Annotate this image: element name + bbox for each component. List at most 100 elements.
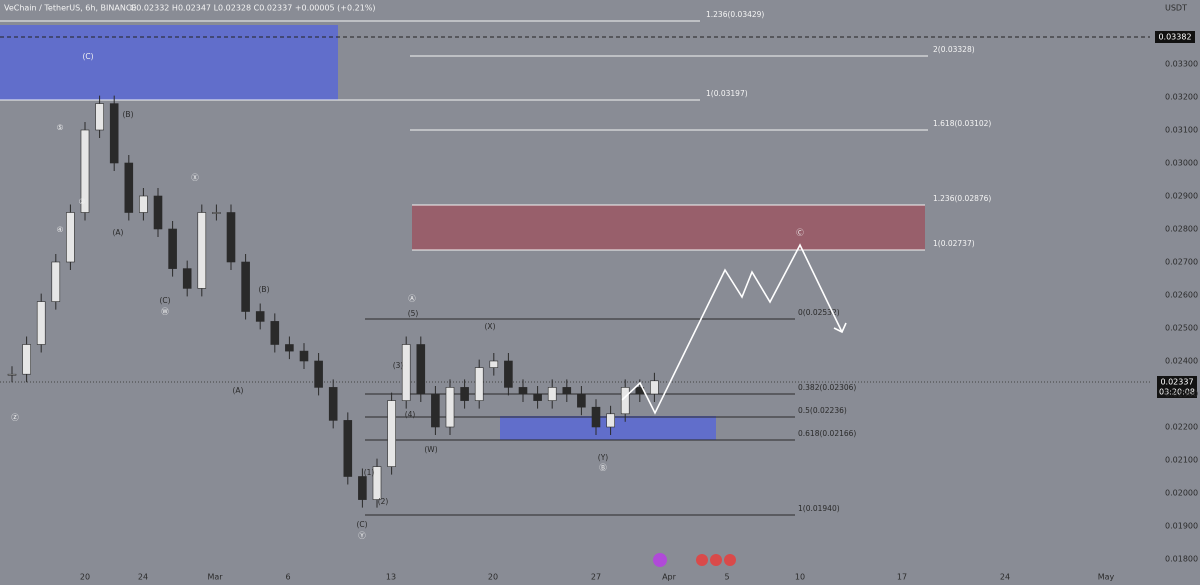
wave-label: ④ xyxy=(57,225,64,234)
fib-label: 1.618(0.03102) xyxy=(933,119,991,128)
candle xyxy=(387,400,396,467)
wave-label: (B) xyxy=(259,285,270,294)
candle xyxy=(547,387,557,401)
wave-label: (W) xyxy=(424,445,437,454)
wave-label: (4) xyxy=(405,410,416,419)
candle xyxy=(182,268,192,289)
time-tick: 6 xyxy=(285,573,290,582)
unit: USDT xyxy=(1165,4,1187,13)
high-tag xyxy=(1155,31,1195,43)
candle xyxy=(504,360,513,388)
candle xyxy=(299,350,309,362)
flag-icon xyxy=(696,554,708,566)
time-tick: 20 xyxy=(80,573,90,582)
wave-label: Ⓨ xyxy=(358,531,366,540)
fib-label: 0.5(0.02236) xyxy=(798,406,847,415)
price-tick: 0.02200 xyxy=(1165,423,1198,432)
time-tick: 27 xyxy=(591,573,601,582)
candle xyxy=(474,367,484,401)
price-tag-text: 0.02337 xyxy=(1160,378,1193,387)
price-tick: 0.02500 xyxy=(1165,324,1198,333)
price-tick: 0.02700 xyxy=(1165,258,1198,267)
fib-label: 1(0.01940) xyxy=(798,504,840,513)
candle xyxy=(372,466,382,500)
candle xyxy=(241,261,250,312)
time-tick: Mar xyxy=(207,573,223,582)
time-tick: 13 xyxy=(386,573,396,582)
wave-label: Ⓦ xyxy=(161,307,169,316)
price-tick: 0.03000 xyxy=(1165,159,1198,168)
supply-zone xyxy=(0,25,338,100)
time-tick: 24 xyxy=(1000,573,1010,582)
wave-label: Ⓒ xyxy=(796,228,804,237)
wave-label: Ⓩ xyxy=(11,413,19,422)
countdown: 03:20:08 xyxy=(1159,388,1195,397)
time-tick: 5 xyxy=(724,573,729,582)
wave-label: (C) xyxy=(82,52,93,61)
candle xyxy=(431,393,440,428)
time-tick: 20 xyxy=(488,573,498,582)
fib-label: 0.382(0.02306) xyxy=(798,383,856,392)
candle xyxy=(314,360,323,388)
fib-label: 1.236(0.02876) xyxy=(933,194,991,203)
candle xyxy=(51,261,61,302)
wave-label: (A) xyxy=(233,386,244,395)
time-tick: 10 xyxy=(795,573,805,582)
price-tick: 0.02400 xyxy=(1165,357,1198,366)
price-tag xyxy=(1157,376,1197,398)
wave-label: ③ xyxy=(79,197,86,206)
price-tick: 0.01900 xyxy=(1165,522,1198,531)
wave-label: (Y) xyxy=(598,453,609,462)
candle xyxy=(445,387,455,428)
projection-arrow xyxy=(833,322,847,334)
wave-label: (3) xyxy=(393,361,404,370)
ohlc: O0.02332 H0.02347 L0.02328 C0.02337 +0.0… xyxy=(130,4,376,13)
price-tick: 0.03100 xyxy=(1165,126,1198,135)
candle xyxy=(489,360,499,368)
price-tick: 0.03300 xyxy=(1165,60,1198,69)
wave-label: (A) xyxy=(113,228,124,237)
candle xyxy=(197,212,207,289)
candle xyxy=(606,413,615,428)
fib-label: 0(0.02532) xyxy=(798,308,840,317)
candle xyxy=(328,387,338,421)
price-tick: 0.02100 xyxy=(1165,456,1198,465)
fib-label: 2(0.03328) xyxy=(933,45,975,54)
candle xyxy=(153,195,163,230)
wave-label: (C) xyxy=(356,520,367,529)
price-tick: 0.03200 xyxy=(1165,93,1198,102)
price-tick: 0.02000 xyxy=(1165,489,1198,498)
wave-label: (C) xyxy=(159,296,170,305)
fib-label: 0.618(0.02166) xyxy=(798,429,856,438)
candle xyxy=(139,195,148,213)
wave-label: Ⓑ xyxy=(599,463,607,472)
candle xyxy=(343,420,353,477)
fib-label: 1(0.03197) xyxy=(706,89,748,98)
target-zone xyxy=(412,205,925,250)
price-tick: 0.02600 xyxy=(1165,291,1198,300)
wave-label: (B) xyxy=(123,110,134,119)
candle xyxy=(577,393,586,408)
candle xyxy=(416,344,426,395)
time-tick: Apr xyxy=(662,573,677,582)
candle xyxy=(168,228,177,269)
wave-label: Ⓧ xyxy=(191,173,199,182)
candle xyxy=(401,344,411,401)
candle xyxy=(650,380,659,395)
price-tick: 0.01800 xyxy=(1165,555,1198,564)
event-icon xyxy=(653,553,667,567)
time-tick: 24 xyxy=(138,573,148,582)
candle xyxy=(255,311,265,322)
candle xyxy=(358,476,367,500)
price-tick: 0.02300 xyxy=(1165,390,1198,399)
wave-label: Ⓐ xyxy=(408,294,416,303)
wave-label: (X) xyxy=(485,322,496,331)
fib-label: 1(0.02737) xyxy=(933,239,975,248)
wave-label: ⑤ xyxy=(57,123,64,132)
candle xyxy=(22,344,31,375)
candle xyxy=(124,162,134,213)
candle xyxy=(270,321,280,345)
projection-path xyxy=(621,243,843,415)
